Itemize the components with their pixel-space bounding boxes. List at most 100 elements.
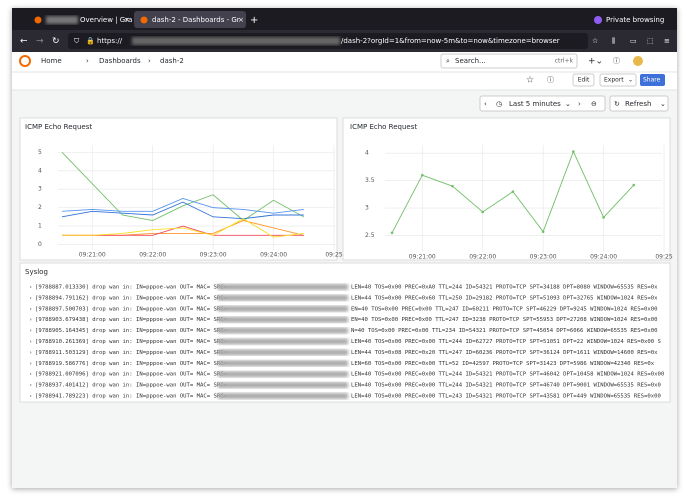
point [572,150,575,153]
zoom-out[interactable]: ⊖ [591,100,597,108]
back[interactable]: ← [20,37,28,47]
bookmark[interactable]: ☆ [592,37,598,45]
point [541,230,545,233]
grafana-logo[interactable] [19,55,31,67]
edit-button[interactable] [572,73,595,87]
blur [218,371,348,378]
series-line [62,225,304,236]
refresh-icon: ↻ [614,100,620,108]
x-tick-label: 09:22:00 [139,252,166,259]
sidebar[interactable]: ▭ [630,37,637,45]
point [451,184,454,188]
search-box[interactable] [440,53,578,69]
url-path: /dash-2?orgId=1&from=now-5m&to=now&timez… [341,37,560,45]
blur [218,305,348,312]
expand-arrow[interactable]: › [29,350,32,356]
panel-title: Syslog [25,268,48,276]
clock: ◷ [496,100,503,108]
chevron: ⌄ [628,77,633,84]
expand-arrow[interactable]: › [29,383,32,389]
new-menu[interactable]: +⌄ [588,57,603,67]
y-tick-label: 0 [38,241,42,248]
breadcrumb[interactable]: Home [41,57,62,65]
new-tab[interactable]: + [250,15,258,26]
breadcrumb: dash-2 [160,57,184,65]
expand-arrow[interactable]: › [29,372,32,378]
tab[interactable]: dash-2 - Dashboards - Gr × [134,11,246,28]
y-tick-label: 3 [365,205,369,212]
blur [132,37,340,45]
x-tick-label: 09:22:00 [469,254,496,261]
log-suffix: EN=40 TOS=0x00 PREC=0x00 TTL=247 ID=6021… [351,306,657,312]
tab-icon [140,16,148,24]
log-suffix: LEN=40 TOS=0x00 PREC=0x00 TTL=244 ID=543… [351,383,661,389]
point [481,210,485,214]
y-tick-label: 4 [365,150,369,157]
blur [218,360,348,367]
log-prefix: [9788921.007096] drop wan in: IN=pppoe-w… [35,372,228,378]
tab-title: dash-2 - Dashboards - Gr [152,16,240,24]
blur [218,316,348,323]
tab-icon [34,16,42,24]
separator: › [86,57,89,65]
tab-close[interactable]: × [238,16,244,24]
log-suffix: LEN=40 TOS=0x00 PREC=0x00 TTL=243 ID=543… [351,394,661,400]
library[interactable]: ⫼ [612,37,615,45]
search-placeholder: Search... [455,57,486,65]
expand-arrow[interactable]: › [29,361,32,367]
share-button[interactable] [640,74,665,86]
log-prefix: [9788941.789223] drop wan in: IN=pppoe-w… [35,394,228,400]
point [511,190,515,193]
shift-back[interactable]: ‹ [484,100,487,108]
expand-arrow[interactable]: › [29,339,32,345]
series-line [61,201,304,220]
time-picker[interactable] [479,95,606,112]
breadcrumb[interactable]: Dashboards [99,57,141,65]
help[interactable]: ⓘ [613,57,620,65]
expand-arrow[interactable]: › [29,394,32,400]
y-tick-label: 5 [38,149,42,156]
private-label: Private browsing [606,16,664,24]
menu[interactable]: ≡ [664,37,670,45]
blur [218,294,348,301]
refresh-button[interactable] [609,95,669,112]
panel-title: ICMP Echo Request [350,123,417,131]
lock: 🔒 [86,37,95,45]
x-tick-label: 09:24:00 [260,252,287,259]
log-suffix: LEN=44 TOS=0x08 PREC=0x20 TTL=247 ID=602… [351,350,658,356]
series-line [61,152,304,222]
blur [218,349,348,356]
expand-arrow[interactable]: › [29,306,32,312]
time-range: Last 5 minutes [509,100,561,108]
expand-arrow[interactable]: › [29,328,32,334]
blur [46,16,78,24]
blur [218,338,348,345]
point [632,183,636,187]
expand-arrow[interactable]: › [29,295,32,301]
expand-arrow[interactable]: › [29,317,32,323]
tab-title: Overview | Gra [80,16,132,24]
x-tick-label: 09:25 [655,254,672,261]
url-prefix: https:// [97,37,123,45]
reload[interactable]: ↻ [52,37,60,47]
export-button[interactable] [599,73,637,87]
tab-close[interactable]: × [124,16,130,24]
private-icon [594,16,602,24]
forward[interactable]: → [36,37,44,47]
series-line [62,218,304,238]
info[interactable]: ⓘ [547,76,554,84]
avatar[interactable] [633,56,643,66]
log-prefix: [9788910.261369] drop wan in: IN=pppoe-w… [35,339,228,345]
expand-arrow[interactable]: › [29,285,32,291]
log-prefix: [9788911.503129] drop wan in: IN=pppoe-w… [35,350,228,356]
shield: ⛉ [74,37,80,45]
tab[interactable]: Overview | Gra × [34,16,133,24]
log-prefix: [9788897.500703] drop wan in: IN=pppoe-w… [35,306,228,312]
extensions[interactable]: ⬚ [647,37,654,45]
star[interactable]: ☆ [526,76,534,86]
y-tick-label: 1 [38,223,42,230]
point [420,173,424,177]
chevron: ⌄ [660,100,666,108]
shift-forward[interactable]: › [578,100,581,108]
chevron: ⌄ [565,100,571,108]
